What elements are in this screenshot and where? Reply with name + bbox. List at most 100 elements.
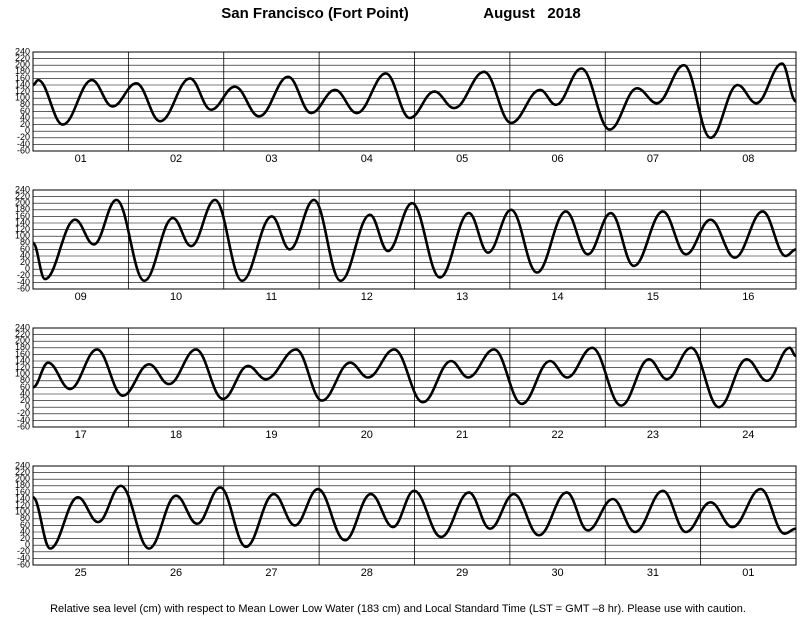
y-tick-label: 40 — [20, 112, 30, 122]
x-tick-label: 14 — [551, 291, 563, 303]
x-tick-label: 27 — [265, 567, 277, 579]
y-tick-label: 160 — [15, 211, 30, 221]
y-tick-label: 220 — [15, 329, 30, 339]
x-tick-label: 18 — [170, 429, 182, 441]
x-tick-label: 01 — [742, 567, 754, 579]
y-tick-label: 140 — [15, 355, 30, 365]
x-tick-label: 10 — [170, 291, 182, 303]
x-tick-label: 25 — [75, 567, 87, 579]
tide-line — [31, 198, 797, 283]
y-tick-label: 180 — [15, 66, 30, 76]
y-tick-label: -20 — [17, 270, 30, 280]
y-tick-label: 160 — [15, 73, 30, 83]
y-tick-label: 220 — [15, 191, 30, 201]
x-tick-label: 13 — [456, 291, 468, 303]
x-tick-label: 22 — [551, 429, 563, 441]
y-tick-label: 0 — [25, 264, 30, 274]
y-tick-label: 80 — [20, 237, 30, 247]
panel-frame — [32, 465, 797, 566]
y-tick-label: 20 — [20, 119, 30, 129]
y-tick-label: 20 — [20, 533, 30, 543]
panel-frame — [32, 189, 797, 290]
y-tick-label: 160 — [15, 349, 30, 359]
y-tick-label: -60 — [17, 283, 30, 293]
y-tick-label: 0 — [25, 126, 30, 136]
x-tick-label: 26 — [170, 567, 182, 579]
footnote: Relative sea level (cm) with respect to … — [50, 603, 746, 615]
x-tick-label: 16 — [742, 291, 754, 303]
x-tick-label: 12 — [361, 291, 373, 303]
y-tick-label: 80 — [20, 99, 30, 109]
y-tick-label: 120 — [15, 500, 30, 510]
x-tick-label: 07 — [647, 153, 659, 165]
y-tick-label: 120 — [15, 224, 30, 234]
chart-date: August 2018 — [483, 5, 581, 22]
y-tick-label: 60 — [20, 106, 30, 116]
y-tick-label: 240 — [15, 184, 30, 194]
x-tick-label: 30 — [551, 567, 563, 579]
y-tick-label: -40 — [17, 415, 30, 425]
x-tick-label: 09 — [75, 291, 87, 303]
y-tick-label: -20 — [17, 408, 30, 418]
y-tick-label: 180 — [15, 480, 30, 490]
x-tick-label: 31 — [647, 567, 659, 579]
y-tick-label: 60 — [20, 244, 30, 254]
y-tick-label: 0 — [25, 402, 30, 412]
y-tick-label: 180 — [15, 204, 30, 214]
x-tick-label: 17 — [75, 429, 87, 441]
y-tick-label: 120 — [15, 362, 30, 372]
y-tick-label: 240 — [15, 460, 30, 470]
y-tick-label: 0 — [25, 540, 30, 550]
y-tick-label: 60 — [20, 520, 30, 530]
y-tick-label: 20 — [20, 395, 30, 405]
tide-line — [32, 62, 798, 140]
x-tick-label: 04 — [361, 153, 373, 165]
y-tick-label: 220 — [15, 467, 30, 477]
y-tick-label: -20 — [17, 132, 30, 142]
x-tick-label: 21 — [456, 429, 468, 441]
y-tick-label: -40 — [17, 139, 30, 149]
x-tick-label: 28 — [361, 567, 373, 579]
x-tick-label: 06 — [551, 153, 563, 165]
y-tick-label: -40 — [17, 277, 30, 287]
x-tick-label: 05 — [456, 153, 468, 165]
y-tick-label: 220 — [15, 53, 30, 63]
chart-title: San Francisco (Fort Point) — [221, 5, 409, 22]
y-tick-label: 240 — [15, 322, 30, 332]
x-tick-label: 02 — [170, 153, 182, 165]
y-tick-label: 40 — [20, 526, 30, 536]
y-tick-label: 140 — [15, 493, 30, 503]
x-tick-label: 20 — [361, 429, 373, 441]
y-tick-label: 200 — [15, 336, 30, 346]
y-tick-label: -60 — [17, 559, 30, 569]
y-tick-label: 200 — [15, 60, 30, 70]
x-tick-label: 03 — [265, 153, 277, 165]
y-tick-label: 100 — [15, 369, 30, 379]
x-tick-label: 24 — [742, 429, 754, 441]
y-tick-label: 180 — [15, 342, 30, 352]
y-tick-label: 140 — [15, 217, 30, 227]
y-tick-label: 100 — [15, 231, 30, 241]
y-tick-label: -60 — [17, 145, 30, 155]
y-tick-label: 160 — [15, 487, 30, 497]
x-tick-label: 15 — [647, 291, 659, 303]
panel-frame — [32, 327, 797, 428]
x-tick-label: 11 — [266, 291, 277, 303]
y-tick-label: -40 — [17, 553, 30, 563]
x-tick-label: 01 — [75, 153, 87, 165]
y-tick-label: 20 — [20, 257, 30, 267]
x-tick-label: 29 — [456, 567, 468, 579]
y-tick-label: 120 — [15, 86, 30, 96]
y-tick-label: 80 — [20, 513, 30, 523]
tide-line — [32, 346, 797, 409]
y-tick-label: 140 — [15, 79, 30, 89]
y-tick-label: 100 — [15, 93, 30, 103]
x-tick-label: 19 — [265, 429, 277, 441]
y-tick-label: 200 — [15, 474, 30, 484]
y-tick-label: 40 — [20, 388, 30, 398]
y-tick-label: -20 — [17, 546, 30, 556]
y-tick-label: 40 — [20, 250, 30, 260]
y-tick-label: 80 — [20, 375, 30, 385]
y-tick-label: 100 — [15, 507, 30, 517]
